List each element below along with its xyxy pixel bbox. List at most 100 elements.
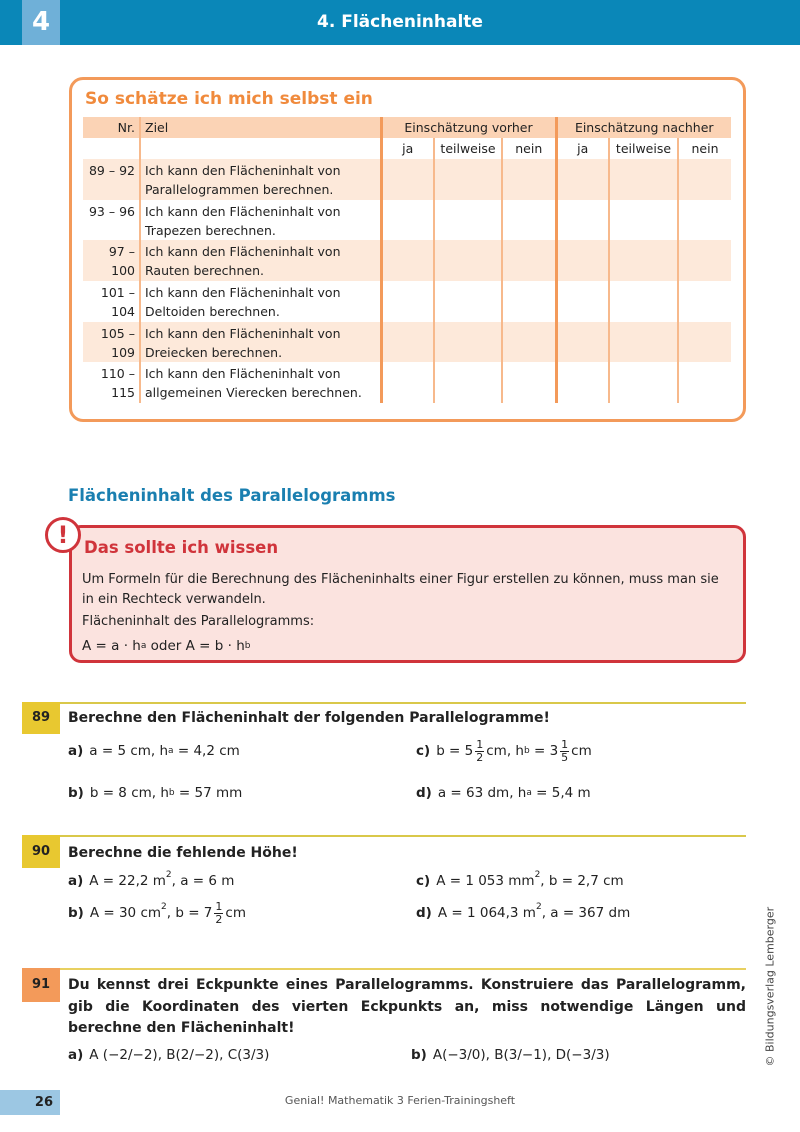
exercise-title: Berechne die fehlende Höhe! [68, 845, 298, 861]
math-token: a = 5 cm, h [89, 743, 169, 759]
check-cell[interactable] [379, 240, 434, 282]
info-box [69, 525, 746, 663]
check-cell[interactable] [379, 281, 434, 322]
check-cell[interactable] [677, 362, 731, 404]
check-cell[interactable] [501, 362, 556, 404]
fraction-part: 2 [476, 750, 484, 764]
check-cell[interactable] [677, 240, 731, 282]
check-cell[interactable] [677, 281, 731, 322]
exercise-divider [60, 835, 746, 837]
col-goal: Ziel [139, 117, 381, 138]
item-label: a) [68, 743, 84, 759]
page-number: 26 [0, 1090, 60, 1115]
fraction-part: 1 [475, 737, 485, 752]
col-after: Einschätzung nachher [554, 117, 731, 138]
row-nr: 89 – 92 [88, 163, 135, 178]
math-token: a = 63 dm, h [437, 785, 527, 801]
check-cell[interactable] [501, 159, 556, 200]
col-teilweise: teilweise [608, 138, 678, 159]
math-token: A = a · h [82, 638, 141, 654]
check-cell[interactable] [433, 240, 502, 282]
exercise-title: Berechne den Flächeninhalt der folgenden… [68, 710, 550, 726]
row-goal: Ich kann den Flächeninhalt von Trapezen b… [139, 199, 381, 241]
item-label: a) [68, 873, 84, 889]
math-token: A = 1 053 mm [436, 873, 535, 889]
exercise-number: 89 [22, 702, 60, 734]
check-cell[interactable] [554, 199, 609, 241]
exercise-item: a) A (−2/−2), B(2/−2), C(3/3) [68, 1044, 269, 1066]
math-token: A = 22,2 m [89, 873, 166, 889]
goal-line: allgemeinen Vierecken berechnen. [145, 385, 362, 401]
check-cell[interactable] [379, 321, 434, 363]
check-cell[interactable] [608, 159, 678, 200]
check-cell[interactable] [608, 240, 678, 282]
check-cell[interactable] [608, 362, 678, 404]
fraction-part: 2 [215, 912, 223, 926]
check-cell[interactable] [677, 199, 731, 241]
check-cell[interactable] [501, 240, 556, 282]
math-token: a [526, 788, 532, 798]
math-token: a [168, 746, 174, 756]
check-cell[interactable] [677, 321, 731, 363]
math-token: A = 30 cm [89, 905, 162, 921]
fraction-part: 1 [214, 899, 224, 914]
check-cell[interactable] [554, 281, 609, 322]
check-cell[interactable] [501, 321, 556, 363]
table-row: 93 – 96 Ich kann den Flächeninhalt von Tr… [83, 199, 731, 241]
row-nr: 101 – 104 [100, 285, 135, 320]
info-text-formula-label: Flächeninhalt des Parallelogramms: [82, 614, 315, 629]
self-assessment-box [69, 77, 746, 422]
check-cell[interactable] [379, 362, 434, 404]
col-teilweise: teilweise [433, 138, 502, 159]
math-token: , a = 367 dm [541, 905, 631, 921]
check-cell[interactable] [554, 159, 609, 200]
math-token: b = 5 [436, 743, 474, 759]
math-token: A = 1 064,3 m [437, 905, 536, 921]
check-cell[interactable] [379, 159, 434, 200]
goal-line: Dreiecken berechnen. [145, 344, 283, 360]
table-row: 89 – 92 Ich kann den Flächeninhalt von Pa… [83, 159, 731, 200]
math-token: b [168, 788, 175, 798]
check-cell[interactable] [379, 199, 434, 241]
col-nr: Nr. [117, 120, 135, 135]
math-token: 2 [161, 902, 167, 912]
exercise-divider [60, 702, 746, 704]
math-token: oder A = b · h [146, 638, 245, 654]
table-row: 97 – 100 Ich kann den Flächeninhalt von R… [83, 240, 731, 282]
math-token: cm [571, 743, 592, 759]
goal-line: Rauten berechnen. [145, 263, 264, 279]
item-label: d) [416, 905, 432, 921]
check-cell[interactable] [608, 321, 678, 363]
col-ja: ja [379, 138, 434, 159]
exercise-number: 91 [22, 968, 60, 1002]
check-cell[interactable] [433, 362, 502, 404]
check-cell[interactable] [608, 199, 678, 241]
table-row: 105 – 109 Ich kann den Flächeninhalt von… [83, 321, 731, 363]
check-cell[interactable] [608, 281, 678, 322]
check-cell[interactable] [501, 199, 556, 241]
check-cell[interactable] [433, 159, 502, 200]
row-goal: Ich kann den Flächeninhalt von Rauten ber… [139, 240, 381, 282]
math-token: b [244, 641, 251, 651]
math-token: b = 8 cm, h [89, 785, 169, 801]
check-cell[interactable] [501, 281, 556, 322]
col-nein: nein [501, 138, 556, 159]
item-label: b) [68, 785, 84, 801]
check-cell[interactable] [554, 362, 609, 404]
math-token: , b = 7 [166, 905, 213, 921]
check-cell[interactable] [433, 199, 502, 241]
page-title: 4. Flächeninhalte [317, 12, 483, 32]
table-row: 110 – 115 Ich kann den Flächeninhalt von… [83, 362, 731, 404]
math-token: cm, h [486, 743, 524, 759]
check-cell[interactable] [433, 321, 502, 363]
check-cell[interactable] [677, 159, 731, 200]
exercise-item: b) A = 30 cm 2, b = 7 1 2 cm [68, 899, 246, 926]
check-cell[interactable] [433, 281, 502, 322]
item-label: d) [416, 785, 432, 801]
check-cell[interactable] [554, 240, 609, 282]
check-cell[interactable] [554, 321, 609, 363]
